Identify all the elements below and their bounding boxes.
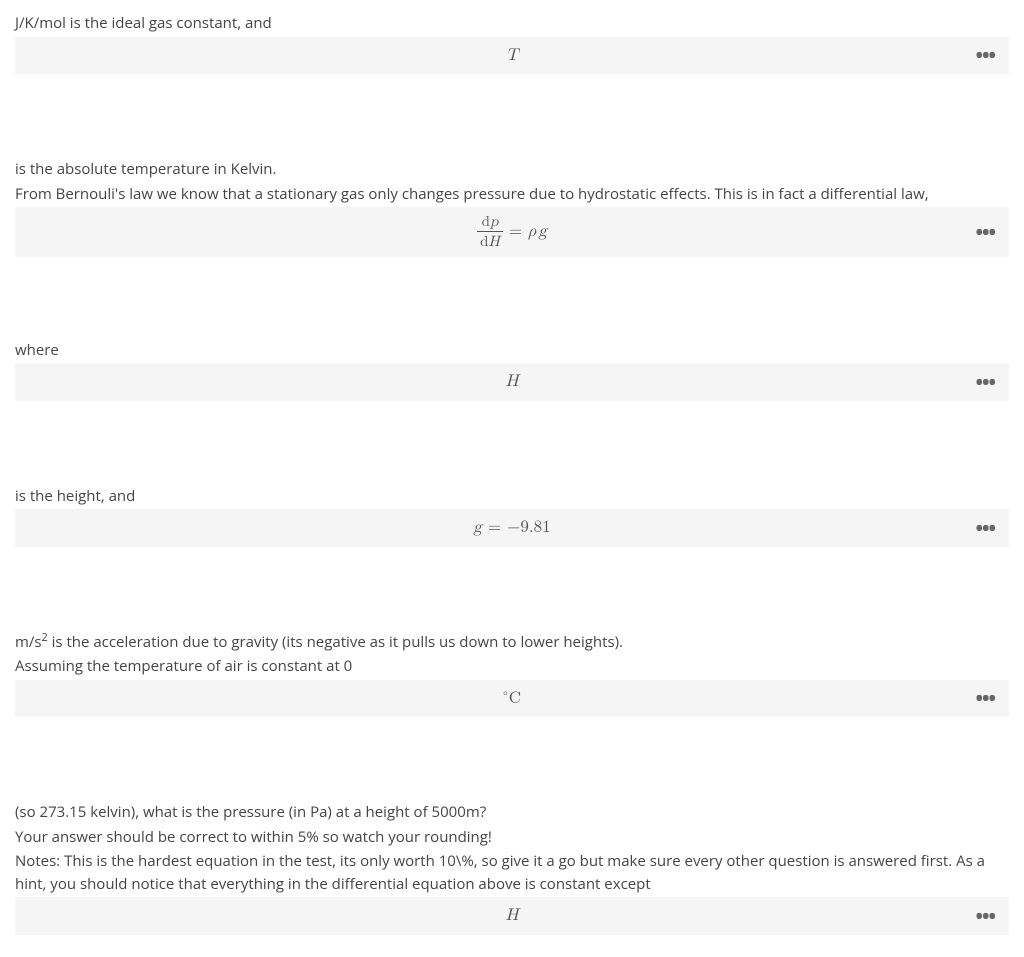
ellipsis-icon[interactable]: •••	[975, 688, 995, 708]
celsius-C: C	[509, 690, 521, 707]
equation-block-g: g = −9.81 •••	[15, 509, 1009, 547]
unit-prefix: m/s	[15, 632, 42, 652]
spacer	[15, 259, 1009, 337]
paragraph-text: is the height, and	[15, 485, 1009, 508]
ellipsis-icon[interactable]: •••	[975, 372, 995, 392]
frac-num-d: d	[482, 214, 490, 229]
equation-block-H: H •••	[15, 363, 1009, 401]
g-symbol: g	[538, 223, 547, 240]
paragraph-text: J/K/mol is the ideal gas constant, and	[15, 12, 1009, 35]
ellipsis-icon[interactable]: •••	[975, 45, 995, 65]
equation-unit: ∘C	[503, 686, 521, 712]
spacer	[15, 403, 1009, 483]
paragraph-text: Notes: This is the hardest equation in t…	[15, 850, 1009, 895]
paragraph-tail: is the acceleration due to gravity (its …	[48, 632, 623, 652]
equation-expression: dp dH = ρg	[477, 213, 547, 251]
rho-symbol: ρ	[528, 223, 536, 240]
spacer	[15, 76, 1009, 156]
paragraph-text: m/s2 is the acceleration due to gravity …	[15, 631, 1009, 654]
equation-expression: g = −9.81	[473, 515, 550, 541]
equation-block-T: T •••	[15, 37, 1009, 75]
paragraph-text: Your answer should be correct to within …	[15, 826, 1009, 849]
frac-den-d: d	[480, 234, 488, 249]
paragraph-text: is the absolute temperature in Kelvin.	[15, 158, 1009, 181]
degree-symbol: ∘	[503, 688, 508, 699]
g-lhs: g	[473, 515, 482, 541]
equation-symbol: T	[506, 43, 518, 69]
equation-symbol: H	[506, 369, 519, 395]
ellipsis-icon[interactable]: •••	[975, 518, 995, 538]
equation-block-celsius: ∘C •••	[15, 680, 1009, 718]
ellipsis-icon[interactable]: •••	[975, 222, 995, 242]
equals-sign: =	[509, 219, 522, 245]
spacer	[15, 549, 1009, 629]
paragraph-text: where	[15, 339, 1009, 362]
spacer	[15, 719, 1009, 799]
equation-block-H2: H •••	[15, 897, 1009, 935]
paragraph-text: (so 273.15 kelvin), what is the pressure…	[15, 801, 1009, 824]
paragraph-text: Assuming the temperature of air is const…	[15, 655, 1009, 678]
equation-symbol: H	[506, 903, 519, 929]
frac-num-var: p	[490, 214, 498, 229]
fraction: dp dH	[477, 213, 503, 251]
equals-sign: =	[488, 515, 501, 541]
equation-block-bernoulli: dp dH = ρg •••	[15, 207, 1009, 257]
paragraph-text: From Bernouli's law we know that a stati…	[15, 183, 1009, 206]
ellipsis-icon[interactable]: •••	[975, 906, 995, 926]
frac-den-var: H	[489, 234, 500, 249]
g-value: −9.81	[507, 515, 550, 541]
